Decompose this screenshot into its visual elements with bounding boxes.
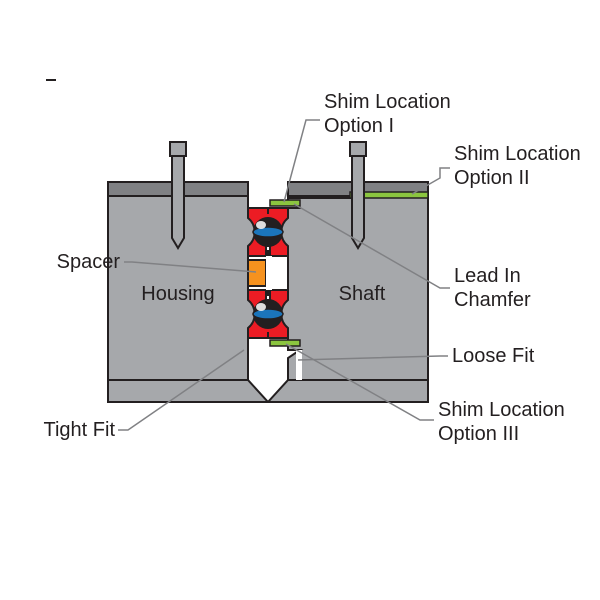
chamfer-label-line1: Lead In	[454, 265, 521, 287]
shaft-bottom-wedge	[268, 380, 428, 402]
shim-location-3	[270, 340, 300, 346]
loosefit-label: Loose Fit	[452, 345, 535, 367]
tightfit-label: Tight Fit	[44, 419, 116, 441]
top-ball	[253, 217, 283, 247]
bolt-left	[170, 142, 186, 248]
bolt-right	[350, 142, 366, 248]
shim2-label-line1: Shim Location	[454, 143, 581, 165]
chamfer-label-line2: Chamfer	[454, 289, 531, 311]
bottom-ball	[253, 299, 283, 329]
center-seam	[266, 256, 272, 290]
bearing-cross-section-diagram: Housing Shaft Shim Location Option I Shi…	[0, 0, 600, 600]
shim1-label-line1: Shim Location	[324, 91, 451, 113]
shim3-label-line2: Option III	[438, 423, 519, 445]
housing-label: Housing	[141, 283, 214, 305]
loose-fit-gap	[296, 350, 302, 380]
spacer	[248, 260, 266, 286]
spacer-label: Spacer	[57, 251, 121, 273]
shaft-label: Shaft	[339, 283, 386, 305]
shim2-label-line2: Option II	[454, 167, 530, 189]
shim3-label-line1: Shim Location	[438, 399, 565, 421]
shim1-label-line2: Option I	[324, 115, 394, 137]
housing-bottom-wedge	[108, 380, 268, 402]
